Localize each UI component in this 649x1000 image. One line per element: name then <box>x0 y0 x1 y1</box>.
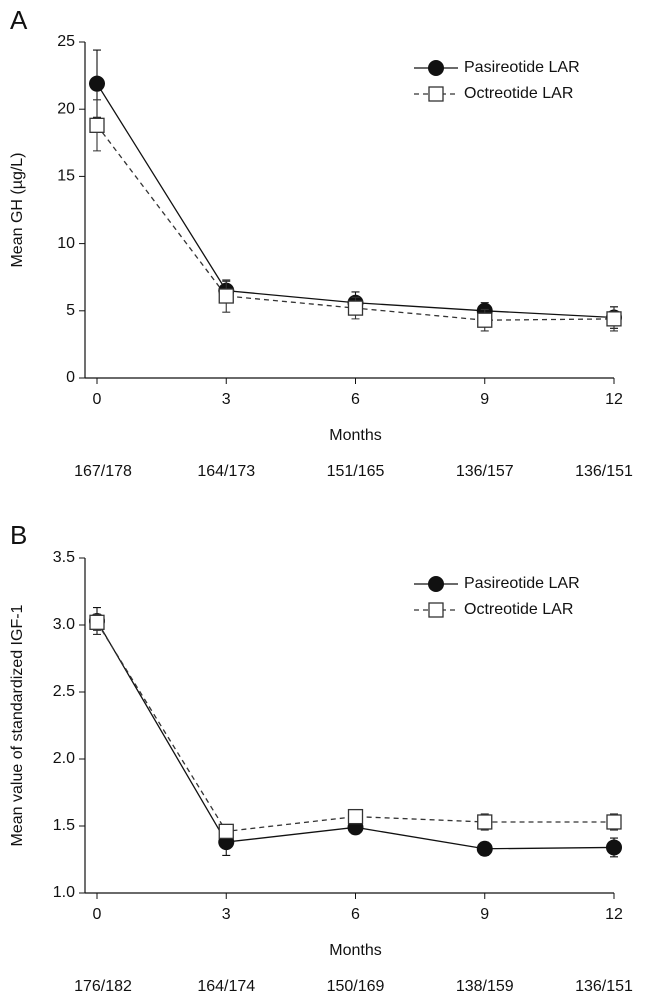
x-tick-label: 6 <box>351 906 360 923</box>
y-tick-label: 20 <box>57 100 75 117</box>
data-point <box>347 808 364 825</box>
legend-label: Pasireotide LAR <box>464 59 580 76</box>
y-tick-label: 3.5 <box>53 549 75 566</box>
legend-marker <box>428 60 444 76</box>
data-point <box>476 840 493 857</box>
patient-count: 167/178 <box>74 463 132 480</box>
data-point <box>89 614 105 630</box>
data-point <box>477 814 493 830</box>
x-axis-label: Months <box>329 942 381 959</box>
y-axis-label: Mean GH (µg/L) <box>9 152 26 267</box>
y-tick-label: 10 <box>57 235 75 252</box>
panel-label: A <box>10 5 28 35</box>
y-tick-label: 2.0 <box>53 750 75 767</box>
y-axis-label: Mean value of standardized IGF-1 <box>9 604 26 846</box>
data-point <box>606 311 622 327</box>
legend-marker <box>428 576 444 592</box>
patient-count: 136/151 <box>575 463 633 480</box>
x-axis-label: Months <box>329 427 381 444</box>
patient-count: 164/173 <box>197 463 255 480</box>
x-tick-label: 3 <box>222 391 231 408</box>
series-line <box>96 621 614 833</box>
patient-count: 136/151 <box>575 978 633 995</box>
data-point <box>218 288 234 304</box>
patient-count: 136/157 <box>456 463 514 480</box>
patient-count: 138/159 <box>456 978 514 995</box>
legend-label: Octreotide LAR <box>464 85 573 102</box>
y-tick-label: 1.5 <box>53 817 75 834</box>
x-tick-label: 0 <box>93 906 102 923</box>
y-tick-label: 15 <box>57 168 75 185</box>
panel-label: B <box>10 520 27 550</box>
x-tick-label: 6 <box>351 391 360 408</box>
data-point <box>606 839 622 856</box>
x-tick-label: 3 <box>222 906 231 923</box>
patient-count: 150/169 <box>327 978 385 995</box>
x-tick-label: 12 <box>605 906 623 923</box>
data-point <box>606 814 622 830</box>
patient-count: 164/174 <box>197 978 255 995</box>
y-tick-label: 25 <box>57 33 75 50</box>
y-tick-label: 5 <box>66 302 75 319</box>
data-point <box>347 300 364 316</box>
y-tick-label: 3.0 <box>53 616 75 633</box>
legend-label: Pasireotide LAR <box>464 575 580 592</box>
x-tick-label: 9 <box>480 906 489 923</box>
data-point <box>477 312 493 328</box>
data-point <box>218 823 234 840</box>
x-tick-label: 12 <box>605 391 623 408</box>
y-tick-label: 0 <box>66 369 75 386</box>
series-line <box>96 124 615 321</box>
data-point <box>89 117 105 133</box>
legend-marker <box>428 602 444 618</box>
x-tick-label: 9 <box>480 391 489 408</box>
x-tick-label: 0 <box>93 391 102 408</box>
series-line <box>96 83 615 319</box>
data-point <box>89 75 105 92</box>
y-tick-label: 2.5 <box>53 683 75 700</box>
y-tick-label: 1.0 <box>53 884 75 901</box>
patient-count: 176/182 <box>74 978 132 995</box>
legend-marker <box>428 86 444 102</box>
legend-label: Octreotide LAR <box>464 601 573 618</box>
patient-count: 151/165 <box>327 463 385 480</box>
